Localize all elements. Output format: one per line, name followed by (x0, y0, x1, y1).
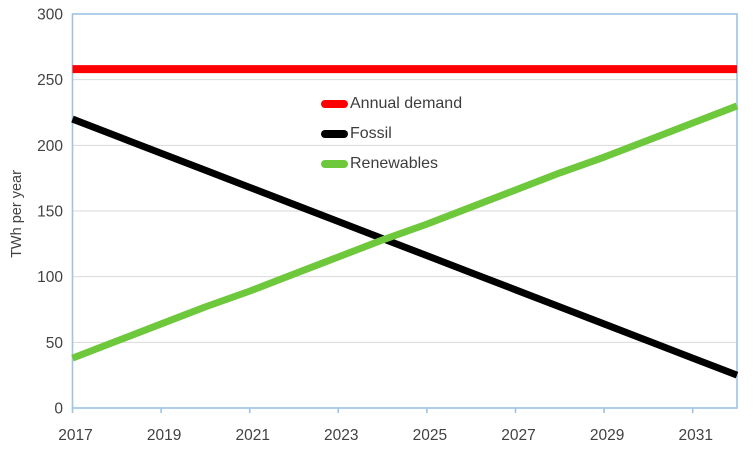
x-tick-label: 2019 (147, 427, 181, 444)
renewables-line-swatch-icon (321, 160, 348, 168)
y-axis-title: TWh per year (9, 170, 25, 258)
legend-item-fossil: Fossil (321, 119, 462, 149)
y-tick-label: 50 (46, 335, 64, 352)
x-tick-label: 2027 (501, 427, 535, 444)
x-tick-label: 2029 (590, 427, 624, 444)
x-tick-label: 2021 (235, 427, 269, 444)
fossil-line-swatch-icon (321, 130, 348, 138)
y-tick-label: 250 (37, 72, 63, 89)
y-tick-label: 100 (37, 269, 63, 286)
series-line-renewables (71, 102, 739, 362)
legend-item-renewables: Renewables (321, 149, 462, 179)
legend-label: Annual demand (350, 95, 463, 112)
y-tick-label: 0 (54, 401, 63, 418)
annual-demand-line-swatch-icon (321, 100, 348, 108)
plot-border (71, 13, 738, 409)
series-line-fossil (71, 115, 739, 379)
x-tick-label: 2017 (58, 427, 92, 444)
x-tick-label: 2031 (678, 427, 712, 444)
x-tick-label: 2023 (324, 427, 358, 444)
x-tick-label: 2025 (413, 427, 447, 444)
y-tick-label: 150 (37, 204, 63, 221)
legend-label: Fossil (350, 125, 392, 142)
y-tick-label: 300 (37, 7, 63, 24)
legend-label: Renewables (350, 155, 439, 172)
y-tick-label: 200 (37, 138, 63, 155)
chart-legend: Annual demand Fossil Renewables (321, 89, 462, 179)
legend-item-annual-demand: Annual demand (321, 89, 462, 119)
